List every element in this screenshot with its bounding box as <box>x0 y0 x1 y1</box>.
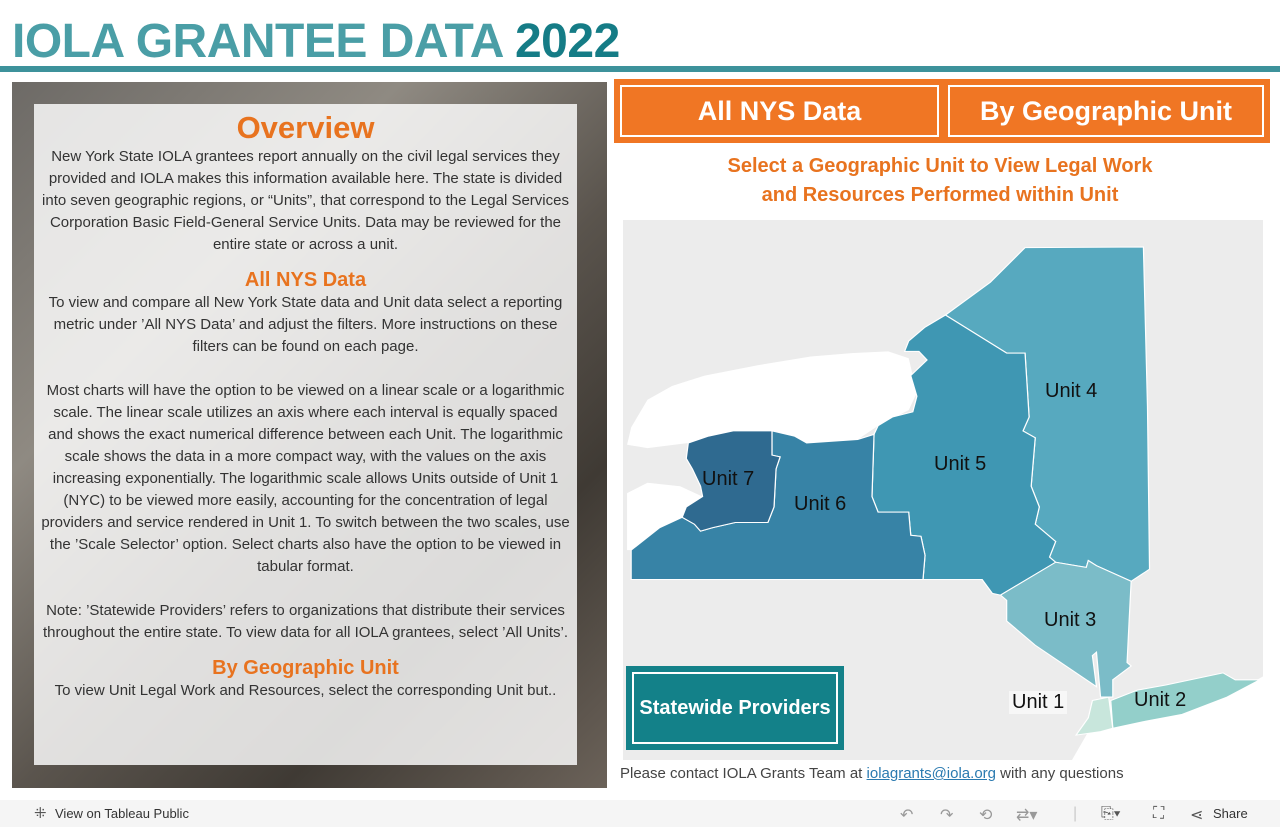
refresh-icon[interactable]: ⇄▾ <box>1016 807 1038 824</box>
lake-erie <box>627 482 703 551</box>
note-text: Note: ’Statewide Providers’ refers to or… <box>42 602 568 641</box>
redo-icon[interactable]: ↷ <box>940 807 954 824</box>
geo-heading: By Geographic Unit <box>212 657 399 679</box>
statewide-providers-button[interactable]: Statewide Providers <box>626 666 844 750</box>
contact-suffix: with any questions <box>1000 765 1124 782</box>
share-button[interactable]: Share <box>1213 806 1248 821</box>
contact-prefix: Please contact IOLA Grants Team at <box>620 765 863 782</box>
atlantic-ocean <box>1071 676 1263 760</box>
all-nys-heading: All NYS Data <box>244 269 367 291</box>
overview-intro: New York State IOLA grantees report annu… <box>42 148 569 253</box>
title-year: 2022 <box>514 15 620 68</box>
download-icon[interactable]: ⎘▾ <box>1101 805 1121 822</box>
tableau-logo-icon: ⁜ <box>34 805 47 822</box>
header-divider <box>0 66 1280 72</box>
revert-icon[interactable]: ⟲ <box>979 807 993 824</box>
unit-1-region[interactable] <box>1074 696 1114 736</box>
toolbar-divider: | <box>1073 805 1078 822</box>
lake-ontario <box>627 351 917 449</box>
undo-icon[interactable]: ↶ <box>900 807 914 824</box>
subtitle-line-2: and Resources Performed within Unit <box>761 184 1119 206</box>
all-nys-data-button[interactable]: All NYS Data <box>620 85 939 137</box>
by-geographic-unit-button[interactable]: By Geographic Unit <box>948 85 1264 137</box>
statewide-providers-label: Statewide Providers <box>632 672 838 744</box>
contact-email-link[interactable]: iolagrants@iola.org <box>866 765 996 782</box>
map-subtitle: Select a Geographic Unit to View Legal W… <box>620 152 1260 210</box>
tableau-toolbar: ⁜ View on Tableau Public ↶ ↷ ⟲ ⇄▾ | ⎘▾ ⛶… <box>0 800 1280 827</box>
share-icon: ⋖ <box>1190 807 1204 824</box>
subtitle-line-1: Select a Geographic Unit to View Legal W… <box>727 155 1153 177</box>
all-nys-text: To view and compare all New York State d… <box>48 294 563 355</box>
nav-bar: All NYS Data By Geographic Unit <box>614 79 1270 143</box>
contact-line: Please contact IOLA Grants Team at iolag… <box>620 765 1124 782</box>
ny-unit-map: Unit 1 Unit 2 Unit 3 Unit 4 Unit 5 Unit … <box>623 220 1263 760</box>
unit-7-region[interactable] <box>681 430 781 532</box>
overview-title: Overview <box>236 110 375 145</box>
unit-3-region[interactable] <box>999 559 1133 698</box>
page-title: IOLA GRANTEE DATA 2022 <box>12 14 620 69</box>
fullscreen-icon[interactable]: ⛶ <box>1153 805 1165 822</box>
scale-text: Most charts will have the option to be v… <box>41 382 570 575</box>
unit-2-region[interactable] <box>1110 672 1262 729</box>
view-on-tableau-link[interactable]: View on Tableau Public <box>55 806 189 821</box>
overview-panel: Overview New York State IOLA grantees re… <box>34 104 577 765</box>
title-text: IOLA GRANTEE DATA <box>12 15 503 68</box>
geo-text: To view Unit Legal Work and Resources, s… <box>54 682 557 699</box>
